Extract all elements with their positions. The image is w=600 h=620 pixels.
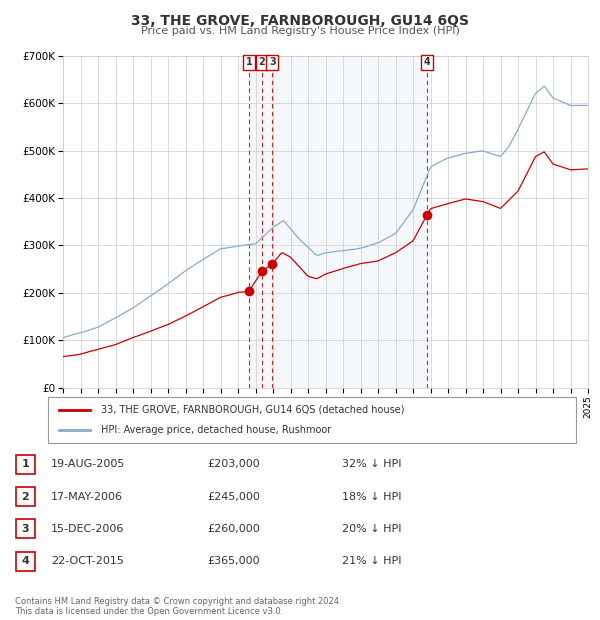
Text: 4: 4 [424, 58, 430, 68]
Text: 22-OCT-2015: 22-OCT-2015 [51, 556, 124, 566]
Text: 17-MAY-2006: 17-MAY-2006 [51, 492, 123, 502]
Text: 3: 3 [269, 58, 275, 68]
Text: 33, THE GROVE, FARNBOROUGH, GU14 6QS (detached house): 33, THE GROVE, FARNBOROUGH, GU14 6QS (de… [101, 405, 404, 415]
Text: Price paid vs. HM Land Registry's House Price Index (HPI): Price paid vs. HM Land Registry's House … [140, 26, 460, 36]
Bar [249, 56, 427, 388]
Text: 33, THE GROVE, FARNBOROUGH, GU14 6QS: 33, THE GROVE, FARNBOROUGH, GU14 6QS [131, 14, 469, 28]
Text: £365,000: £365,000 [207, 556, 260, 566]
Text: This data is licensed under the Open Government Licence v3.0.: This data is licensed under the Open Gov… [15, 607, 283, 616]
Text: 15-DEC-2006: 15-DEC-2006 [51, 524, 124, 534]
Text: 18% ↓ HPI: 18% ↓ HPI [342, 492, 401, 502]
Text: 2: 2 [22, 492, 29, 502]
Text: 4: 4 [22, 556, 29, 566]
Text: 3: 3 [22, 524, 29, 534]
Text: 20% ↓ HPI: 20% ↓ HPI [342, 524, 401, 534]
Text: £203,000: £203,000 [207, 459, 260, 469]
Text: HPI: Average price, detached house, Rushmoor: HPI: Average price, detached house, Rush… [101, 425, 331, 435]
Text: 19-AUG-2005: 19-AUG-2005 [51, 459, 125, 469]
Text: 1: 1 [245, 58, 253, 68]
Text: Contains HM Land Registry data © Crown copyright and database right 2024.: Contains HM Land Registry data © Crown c… [15, 597, 341, 606]
Text: 2: 2 [259, 58, 265, 68]
Text: 32% ↓ HPI: 32% ↓ HPI [342, 459, 401, 469]
Text: £245,000: £245,000 [207, 492, 260, 502]
Text: 1: 1 [22, 459, 29, 469]
Text: £260,000: £260,000 [207, 524, 260, 534]
Text: 21% ↓ HPI: 21% ↓ HPI [342, 556, 401, 566]
